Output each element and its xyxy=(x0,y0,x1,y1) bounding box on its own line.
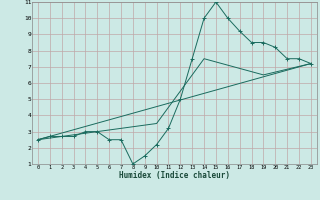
X-axis label: Humidex (Indice chaleur): Humidex (Indice chaleur) xyxy=(119,171,230,180)
